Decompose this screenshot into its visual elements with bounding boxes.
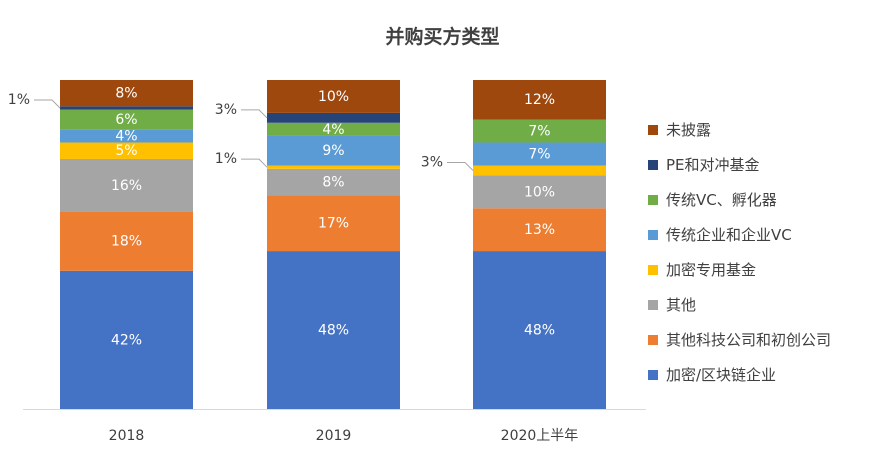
data-label: 18% xyxy=(111,234,142,250)
bar-segment xyxy=(60,142,193,159)
legend-label: 其他 xyxy=(666,296,697,314)
data-label: 4% xyxy=(115,128,137,144)
legend-swatch xyxy=(648,124,658,135)
data-label: 8% xyxy=(322,174,344,190)
data-label: 10% xyxy=(524,184,555,200)
legend-label: 传统企业和企业VC xyxy=(666,226,792,244)
legend-label: 加密/区块链企业 xyxy=(666,366,777,384)
legend-label: PE和对冲基金 xyxy=(666,156,760,174)
data-label: 5% xyxy=(115,143,137,159)
legend-label: 加密专用基金 xyxy=(666,261,757,279)
bar-segment xyxy=(473,119,606,143)
legend-label: 其他科技公司和初创公司 xyxy=(666,331,832,349)
legend-item: 其他 xyxy=(648,287,831,322)
legend-label: 传统VC、孵化器 xyxy=(666,191,777,209)
data-label: 16% xyxy=(111,178,142,194)
bar-segment xyxy=(60,129,193,143)
chart-title: 并购买方类型 xyxy=(385,26,500,48)
bar-segment xyxy=(60,106,193,110)
data-label: 48% xyxy=(524,323,555,339)
bar-segment xyxy=(267,112,400,123)
data-label: 1% xyxy=(8,92,30,108)
data-label: 12% xyxy=(524,92,555,108)
bar-segment xyxy=(267,80,400,113)
leader-line xyxy=(241,109,268,119)
data-label: 9% xyxy=(322,143,344,159)
legend-swatch xyxy=(648,299,658,310)
data-label: 4% xyxy=(322,122,344,138)
legend-swatch xyxy=(648,369,658,380)
bar-segment xyxy=(473,80,606,120)
bar-segment xyxy=(60,211,193,271)
bar-segment xyxy=(267,122,400,136)
legend-item: PE和对冲基金 xyxy=(648,147,831,182)
bar-segment xyxy=(473,175,606,209)
legend-swatch xyxy=(648,264,658,275)
bar-segment xyxy=(473,208,606,252)
bar-segment xyxy=(473,142,606,166)
leader-line xyxy=(34,99,61,109)
legend-item: 传统VC、孵化器 xyxy=(648,182,831,217)
bar-segment xyxy=(60,109,193,130)
data-label: 42% xyxy=(111,332,142,348)
bar-segment xyxy=(267,195,400,252)
data-label: 13% xyxy=(524,222,555,238)
legend-item: 未披露 xyxy=(648,112,831,147)
bar-segment xyxy=(60,270,193,409)
legend-swatch xyxy=(648,159,658,170)
chart-legend: 未披露 PE和对冲基金 传统VC、孵化器 传统企业和企业VC 加密专用基金 其他其他科技公… xyxy=(648,112,831,392)
data-label: 1% xyxy=(215,151,237,167)
data-label: 48% xyxy=(318,323,349,339)
legend-item: 传统企业和企业VC xyxy=(648,217,831,252)
bar-segment xyxy=(60,158,193,212)
bar-segment xyxy=(60,80,193,107)
data-label: 17% xyxy=(318,216,349,232)
bar-segment xyxy=(267,165,400,169)
data-label: 7% xyxy=(528,147,550,163)
bar-segment xyxy=(473,251,606,409)
legend-label: 未披露 xyxy=(666,121,712,139)
x-tick-label: 2020上半年 xyxy=(501,428,579,444)
legend-swatch xyxy=(648,229,658,240)
data-label: 3% xyxy=(421,154,443,170)
x-tick-label: 2019 xyxy=(316,428,352,444)
bar-segment xyxy=(267,168,400,196)
data-label: 6% xyxy=(115,112,137,128)
legend-swatch xyxy=(648,334,658,345)
data-label: 7% xyxy=(528,123,550,139)
legend-swatch xyxy=(648,194,658,205)
leader-line xyxy=(241,158,268,168)
legend-item: 加密/区块链企业 xyxy=(648,357,831,392)
leader-line xyxy=(447,161,474,171)
legend-item: 加密专用基金 xyxy=(648,252,831,287)
bar-segment xyxy=(267,251,400,409)
legend-item: 其他科技公司和初创公司 xyxy=(648,322,831,357)
x-tick-label: 2018 xyxy=(109,428,145,444)
data-label: 3% xyxy=(215,102,237,118)
data-label: 8% xyxy=(115,86,137,102)
bar-segment xyxy=(473,165,606,176)
data-label: 10% xyxy=(318,89,349,105)
bar-segment xyxy=(267,135,400,166)
